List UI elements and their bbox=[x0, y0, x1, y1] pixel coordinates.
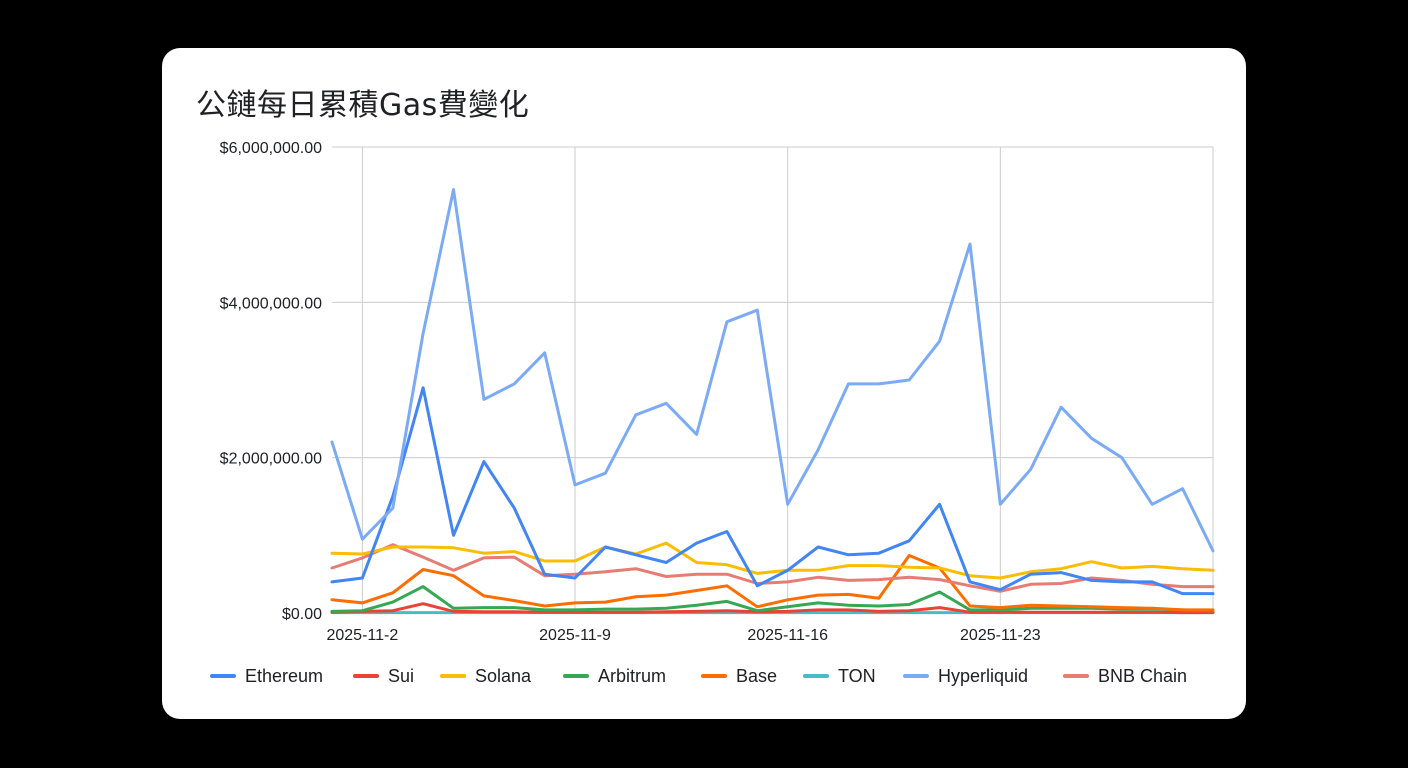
legend-label: Arbitrum bbox=[598, 666, 666, 686]
legend-label: Ethereum bbox=[245, 666, 323, 686]
chart-grid bbox=[332, 146, 1214, 614]
series-line-arbitrum bbox=[330, 585, 1215, 613]
y-tick-label: $2,000,000.00 bbox=[220, 451, 322, 468]
x-tick-label: 2025-11-9 bbox=[539, 627, 611, 644]
legend-label: Sui bbox=[388, 666, 414, 686]
legend-item-base: Base bbox=[701, 666, 777, 686]
legend-label: Base bbox=[736, 666, 777, 686]
series-line-bnb-chain bbox=[330, 543, 1215, 593]
x-axis-ticks: 2025-11-2 2025-11-9 2025-11-16 2025-11-23 bbox=[326, 627, 1040, 644]
legend-label: BNB Chain bbox=[1098, 666, 1187, 686]
legend-label: Hyperliquid bbox=[938, 666, 1028, 686]
y-axis-ticks: $0.00 $2,000,000.00 $4,000,000.00 $6,000,00… bbox=[220, 140, 322, 623]
y-tick-label: $4,000,000.00 bbox=[220, 295, 322, 312]
y-tick-label: $0.00 bbox=[282, 606, 322, 623]
legend-item-arbitrum: Arbitrum bbox=[563, 666, 666, 686]
series-line-hyperliquid bbox=[330, 188, 1215, 553]
legend-item-solana: Solana bbox=[440, 666, 532, 686]
chart-title: 公鏈每日累積Gas費變化 bbox=[196, 88, 530, 123]
legend-item-bnb-chain: BNB Chain bbox=[1063, 666, 1187, 686]
legend-item-ton: TON bbox=[803, 666, 876, 686]
legend-item-ethereum: Ethereum bbox=[210, 666, 323, 686]
series-lines bbox=[330, 188, 1215, 615]
series-line-ethereum bbox=[330, 386, 1215, 596]
legend: Ethereum Sui Solana Arbitrum Base TON Hyperliq… bbox=[210, 666, 1187, 686]
series-line-base bbox=[330, 554, 1215, 612]
x-tick-label: 2025-11-2 bbox=[326, 627, 398, 644]
y-tick-label: $6,000,000.00 bbox=[220, 140, 322, 157]
legend-item-sui: Sui bbox=[353, 666, 414, 686]
x-tick-label: 2025-11-23 bbox=[960, 627, 1041, 644]
series-line-solana bbox=[330, 541, 1215, 580]
legend-label: Solana bbox=[475, 666, 532, 686]
legend-label: TON bbox=[838, 666, 876, 686]
legend-item-hyperliquid: Hyperliquid bbox=[903, 666, 1028, 686]
series-line-sui bbox=[330, 602, 1215, 615]
x-tick-label: 2025-11-16 bbox=[747, 627, 828, 644]
